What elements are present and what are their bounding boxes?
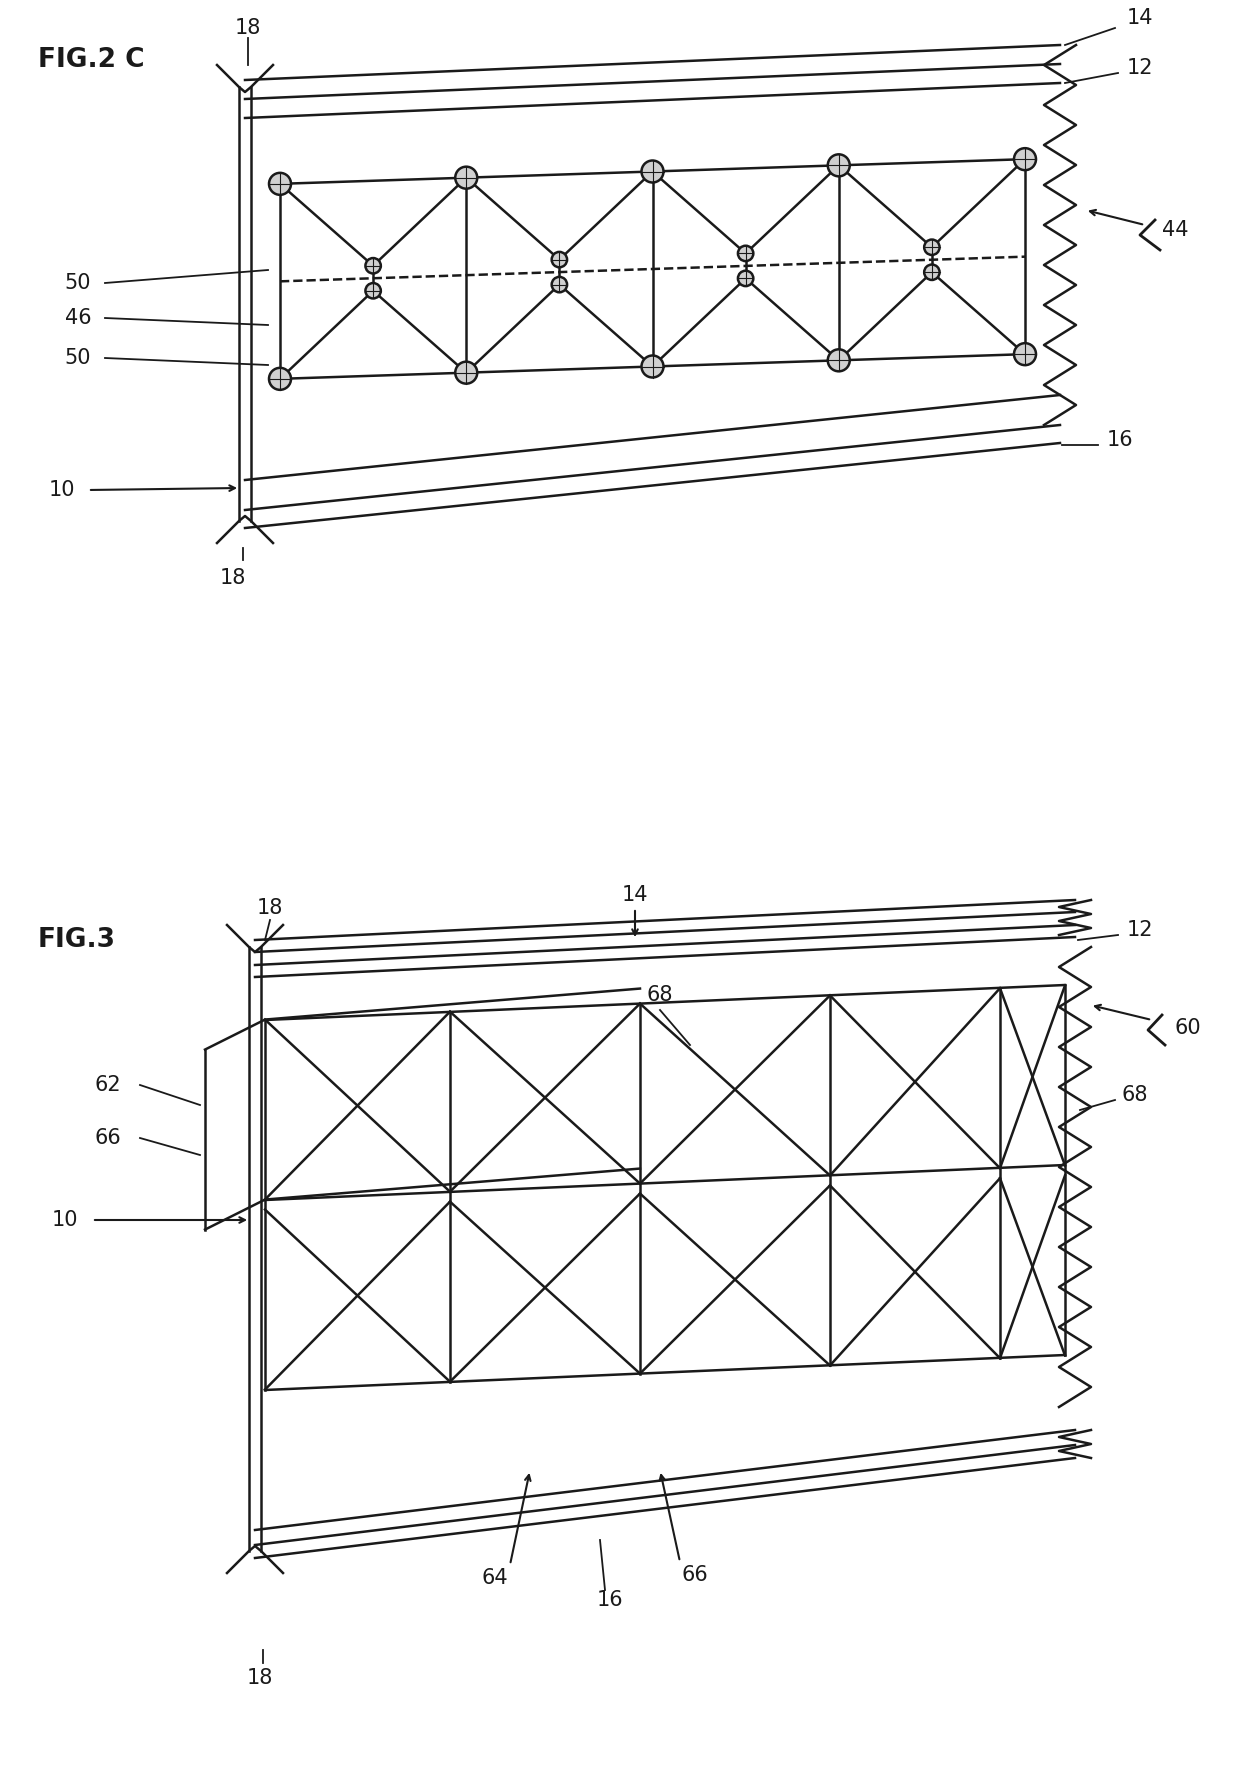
Text: 18: 18 <box>257 897 283 918</box>
Text: 50: 50 <box>64 349 92 368</box>
Circle shape <box>455 167 477 189</box>
Text: 44: 44 <box>1162 221 1188 240</box>
Text: 66: 66 <box>682 1565 708 1584</box>
Circle shape <box>552 278 567 292</box>
Text: 18: 18 <box>219 568 247 587</box>
Circle shape <box>641 160 663 183</box>
Text: 10: 10 <box>48 481 76 500</box>
Circle shape <box>269 173 291 194</box>
Circle shape <box>552 253 567 267</box>
Text: 68: 68 <box>1122 1086 1148 1105</box>
Circle shape <box>924 240 940 255</box>
Circle shape <box>828 155 849 176</box>
Circle shape <box>455 361 477 384</box>
Text: FIG.3: FIG.3 <box>38 927 117 952</box>
Circle shape <box>366 258 381 274</box>
Text: 16: 16 <box>596 1590 624 1609</box>
Text: 14: 14 <box>1127 7 1153 28</box>
Text: 12: 12 <box>1127 59 1153 78</box>
Text: 64: 64 <box>481 1568 508 1588</box>
Circle shape <box>738 271 754 287</box>
Text: 18: 18 <box>234 18 262 37</box>
Circle shape <box>1014 344 1035 365</box>
Text: 66: 66 <box>94 1129 122 1148</box>
Text: 10: 10 <box>52 1210 78 1230</box>
Circle shape <box>738 246 754 262</box>
Circle shape <box>1014 148 1035 171</box>
Text: 60: 60 <box>1174 1018 1202 1038</box>
Text: 16: 16 <box>1106 431 1133 450</box>
Text: 50: 50 <box>64 272 92 294</box>
Circle shape <box>641 356 663 377</box>
Text: 18: 18 <box>247 1668 273 1687</box>
Text: 62: 62 <box>94 1075 122 1095</box>
Text: 14: 14 <box>621 885 649 904</box>
Text: FIG.2 C: FIG.2 C <box>38 46 145 73</box>
Circle shape <box>366 283 381 299</box>
Circle shape <box>828 349 849 372</box>
Text: 46: 46 <box>64 308 92 328</box>
Circle shape <box>269 368 291 390</box>
Circle shape <box>924 265 940 279</box>
Text: 68: 68 <box>647 984 673 1006</box>
Text: 12: 12 <box>1127 920 1153 940</box>
